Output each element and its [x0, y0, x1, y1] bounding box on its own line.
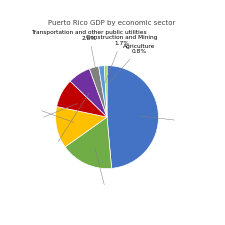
- Wedge shape: [104, 66, 107, 117]
- Title: Puerto Rico GDP by economic sector: Puerto Rico GDP by economic sector: [48, 20, 176, 27]
- Wedge shape: [57, 81, 107, 117]
- Text: Services
12.5%: Services 12.5%: [11, 99, 74, 122]
- Wedge shape: [56, 107, 107, 147]
- Text: Agriculture
0.8%: Agriculture 0.8%: [108, 43, 155, 84]
- Wedge shape: [99, 66, 107, 117]
- Wedge shape: [107, 66, 158, 168]
- Text: Construction and Mining
1.7%: Construction and Mining 1.7%: [86, 35, 157, 84]
- Text: Government
8.6%: Government 8.6%: [2, 104, 77, 132]
- Text: Transportation and other public utilities
2.8%: Transportation and other public utilitie…: [31, 30, 147, 85]
- Wedge shape: [70, 69, 107, 117]
- Wedge shape: [89, 66, 107, 117]
- Wedge shape: [65, 117, 112, 169]
- Text: Finance, Insurance, and real estate
15.8%: Finance, Insurance, and real estate 15.8…: [55, 148, 159, 201]
- Text: Manufacturing
46.3%: Manufacturing 46.3%: [141, 116, 223, 129]
- Text: Trade
6.8%: Trade 6.8%: [44, 94, 89, 158]
